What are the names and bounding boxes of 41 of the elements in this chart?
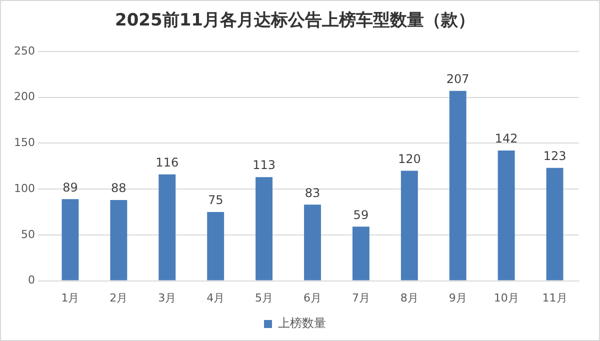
bar bbox=[158, 174, 176, 280]
chart-title: 2025前11月各月达标公告上榜车型数量（款） bbox=[115, 10, 475, 31]
x-tick-label: 1月 bbox=[61, 291, 80, 304]
x-tick-label: 3月 bbox=[158, 291, 176, 304]
data-label: 207 bbox=[446, 72, 470, 86]
data-label: 89 bbox=[62, 180, 78, 194]
x-tick-label: 5月 bbox=[255, 291, 274, 304]
y-tick-label: 100 bbox=[14, 182, 35, 195]
x-tick-label: 2月 bbox=[110, 291, 128, 304]
y-tick-label: 50 bbox=[20, 228, 35, 241]
x-tick-label: 9月 bbox=[448, 291, 467, 304]
y-tick-label: 0 bbox=[28, 274, 35, 287]
x-tick-label: 11月 bbox=[542, 291, 568, 304]
data-label: 116 bbox=[156, 155, 179, 170]
bar bbox=[352, 226, 370, 280]
data-label: 142 bbox=[494, 132, 518, 146]
y-tick-label: 250 bbox=[14, 44, 35, 58]
x-tick-label: 6月 bbox=[304, 291, 322, 304]
bar bbox=[110, 200, 128, 280]
bar bbox=[256, 177, 273, 280]
data-label: 75 bbox=[208, 193, 224, 208]
data-label: 123 bbox=[543, 149, 566, 164]
y-tick-label: 200 bbox=[14, 90, 35, 104]
bar bbox=[207, 212, 224, 280]
x-tick-label: 7月 bbox=[352, 291, 370, 304]
data-label: 120 bbox=[398, 152, 421, 166]
bar bbox=[498, 150, 515, 280]
data-label: 59 bbox=[353, 208, 369, 222]
x-tick-label: 8月 bbox=[400, 291, 418, 304]
x-tick-label: 10月 bbox=[494, 291, 519, 304]
data-label: 88 bbox=[111, 181, 126, 196]
legend-label: 上榜数量 bbox=[278, 316, 326, 330]
bar bbox=[304, 204, 321, 280]
data-label: 83 bbox=[304, 186, 320, 200]
bar bbox=[449, 90, 466, 280]
data-label: 113 bbox=[252, 158, 276, 172]
bar bbox=[546, 168, 564, 280]
bar bbox=[400, 170, 418, 280]
x-tick-label: 4月 bbox=[206, 291, 225, 304]
bar bbox=[62, 199, 79, 280]
y-tick-label: 150 bbox=[14, 136, 35, 150]
